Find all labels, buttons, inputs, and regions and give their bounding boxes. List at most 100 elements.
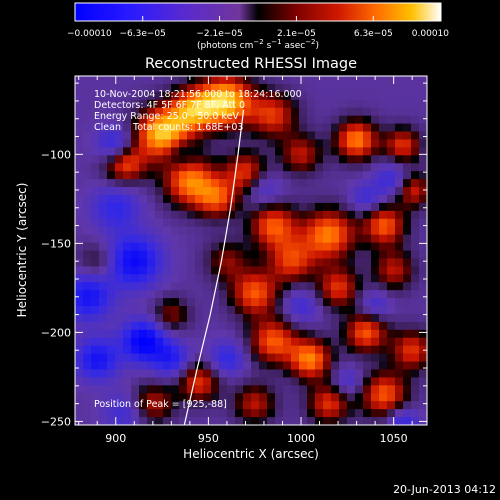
heatmap-cell [275, 187, 284, 196]
heatmap-cell [323, 290, 332, 299]
heatmap-cell [411, 250, 420, 260]
heatmap-cell [395, 234, 404, 244]
heatmap-cell [371, 99, 380, 109]
heatmap-cell [251, 377, 260, 386]
heatmap-cell [179, 282, 188, 291]
heatmap-cell [339, 393, 348, 402]
heatmap-cell [251, 163, 260, 172]
heatmap-cell [179, 131, 188, 141]
heatmap-cell [195, 131, 204, 141]
heatmap-cell [291, 76, 300, 85]
heatmap-cell [163, 329, 172, 339]
heatmap-cell [203, 234, 212, 244]
heatmap-cell [195, 401, 204, 410]
heatmap-cell [403, 83, 412, 93]
heatmap-cell [275, 210, 284, 220]
heatmap-cell [291, 274, 300, 283]
heatmap-cell [179, 353, 188, 363]
heatmap-cell [131, 123, 140, 133]
colorbar: −0.00010 −6.3e−05 −2.1e−05 2.1e−05 6.3e−05 0.… [67, 2, 449, 51]
heatmap-cell [259, 250, 268, 260]
heatmap-cell [339, 298, 348, 307]
heatmap-cell [339, 155, 348, 164]
heatmap-cell [219, 123, 228, 133]
heatmap-cell [227, 250, 236, 260]
heatmap-cell [147, 258, 156, 267]
heatmap-cell [139, 83, 148, 93]
heatmap-cell [115, 353, 124, 363]
heatmap-cell [267, 234, 276, 244]
heatmap-cell [259, 234, 268, 244]
heatmap-cell [203, 282, 212, 291]
heatmap-cell [155, 76, 164, 85]
heatmap-cell [123, 306, 132, 315]
heatmap-cell [187, 99, 196, 109]
heatmap-cell [235, 131, 244, 141]
heatmap-cell [347, 115, 356, 125]
heatmap-cell [99, 361, 108, 371]
heatmap-cell [267, 242, 276, 252]
heatmap-cell [395, 76, 404, 85]
heatmap-cell [363, 298, 372, 307]
heatmap-cell [163, 163, 172, 172]
heatmap-cell [395, 91, 404, 101]
heatmap-cell [115, 187, 124, 196]
heatmap-cell [379, 202, 388, 212]
heatmap-cell [115, 194, 124, 204]
heatmap-cell [395, 393, 404, 402]
heatmap-cell [203, 115, 212, 125]
heatmap-cell [171, 306, 180, 315]
heatmap-cell [123, 194, 132, 204]
heatmap-cell [259, 210, 268, 220]
heatmap-cell [75, 306, 84, 315]
heatmap-cell [131, 306, 140, 315]
heatmap-cell [347, 337, 356, 347]
heatmap-cell [75, 139, 84, 148]
heatmap-cell [331, 202, 340, 212]
heatmap-cell [123, 83, 132, 93]
heatmap-cell [131, 210, 140, 220]
heatmap-cell [179, 385, 188, 394]
heatmap-cell [419, 194, 427, 204]
heatmap-cell [243, 306, 252, 315]
heatmap-cell [235, 345, 244, 355]
heatmap-cell [363, 274, 372, 283]
heatmap-cell [91, 258, 100, 267]
heatmap-cell [267, 353, 276, 363]
heatmap-cell [307, 131, 316, 141]
heatmap-cell [259, 139, 268, 148]
heatmap-cell [275, 147, 284, 156]
heatmap-cell [107, 187, 116, 196]
heatmap-cell [347, 401, 356, 410]
heatmap-cell [283, 107, 292, 117]
heatmap-cell [227, 234, 236, 244]
heatmap-cell [339, 115, 348, 125]
heatmap-cell [227, 179, 236, 188]
heatmap-cell [115, 290, 124, 299]
heatmap-cell [395, 99, 404, 109]
heatmap-cell [91, 282, 100, 291]
heatmap-cell [315, 313, 324, 323]
heatmap-cell [91, 369, 100, 379]
heatmap-cell [115, 242, 124, 252]
heatmap-cell [139, 194, 148, 204]
heatmap-cell [251, 187, 260, 196]
heatmap-cell [131, 361, 140, 371]
heatmap-cell [227, 171, 236, 180]
heatmap-cell [195, 298, 204, 307]
heatmap-cell [235, 179, 244, 188]
heatmap-cell [259, 202, 268, 212]
heatmap-cell [147, 345, 156, 355]
heatmap-cell [203, 369, 212, 379]
heatmap-cell [355, 337, 364, 347]
heatmap-cell [139, 234, 148, 244]
heatmap-cell [179, 250, 188, 260]
heatmap-cell [187, 258, 196, 267]
heatmap-cell [315, 194, 324, 204]
heatmap-cell [387, 401, 396, 410]
heatmap-cell [315, 361, 324, 371]
heatmap-cell [243, 282, 252, 291]
heatmap-cell [331, 393, 340, 402]
heatmap-cell [219, 321, 228, 331]
